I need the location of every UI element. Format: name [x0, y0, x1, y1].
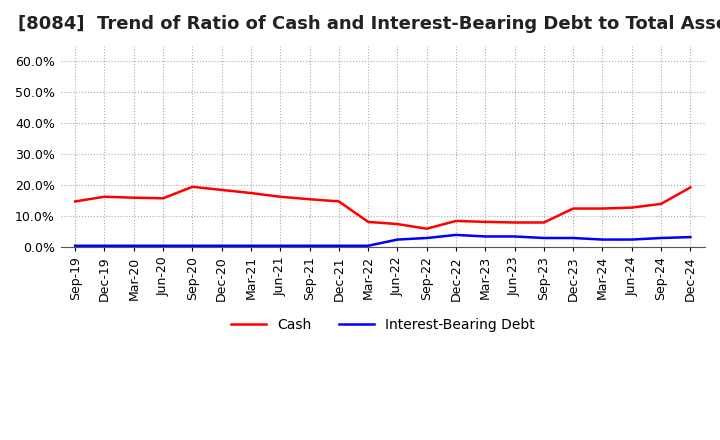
Line: Cash: Cash: [75, 187, 690, 229]
Interest-Bearing Debt: [686, 235, 695, 240]
Cash: [188, 184, 197, 190]
Interest-Bearing Debt: [305, 243, 314, 249]
Interest-Bearing Debt: [217, 243, 226, 249]
Interest-Bearing Debt: [423, 235, 431, 241]
Cash: [159, 196, 168, 201]
Cash: [217, 187, 226, 193]
Cash: [627, 205, 636, 210]
Interest-Bearing Debt: [451, 232, 460, 238]
Line: Interest-Bearing Debt: Interest-Bearing Debt: [75, 235, 690, 246]
Cash: [451, 218, 460, 224]
Cash: [364, 219, 372, 224]
Cash: [130, 195, 138, 200]
Cash: [247, 191, 256, 196]
Interest-Bearing Debt: [159, 243, 168, 249]
Interest-Bearing Debt: [481, 234, 490, 239]
Cash: [423, 226, 431, 231]
Interest-Bearing Debt: [364, 243, 372, 249]
Cash: [71, 199, 79, 204]
Cash: [657, 201, 665, 206]
Interest-Bearing Debt: [188, 243, 197, 249]
Cash: [510, 220, 519, 225]
Interest-Bearing Debt: [539, 235, 548, 241]
Interest-Bearing Debt: [393, 237, 402, 242]
Legend: Cash, Interest-Bearing Debt: Cash, Interest-Bearing Debt: [225, 312, 540, 337]
Cash: [100, 194, 109, 199]
Interest-Bearing Debt: [130, 243, 138, 249]
Cash: [335, 199, 343, 204]
Interest-Bearing Debt: [598, 237, 607, 242]
Interest-Bearing Debt: [510, 234, 519, 239]
Interest-Bearing Debt: [657, 235, 665, 241]
Interest-Bearing Debt: [569, 235, 577, 241]
Cash: [539, 220, 548, 225]
Cash: [305, 197, 314, 202]
Cash: [569, 206, 577, 211]
Cash: [393, 221, 402, 227]
Interest-Bearing Debt: [276, 243, 284, 249]
Interest-Bearing Debt: [247, 243, 256, 249]
Cash: [598, 206, 607, 211]
Interest-Bearing Debt: [335, 243, 343, 249]
Interest-Bearing Debt: [71, 243, 79, 249]
Cash: [686, 185, 695, 190]
Interest-Bearing Debt: [627, 237, 636, 242]
Cash: [276, 194, 284, 199]
Title: [8084]  Trend of Ratio of Cash and Interest-Bearing Debt to Total Assets: [8084] Trend of Ratio of Cash and Intere…: [18, 15, 720, 33]
Interest-Bearing Debt: [100, 243, 109, 249]
Cash: [481, 219, 490, 224]
